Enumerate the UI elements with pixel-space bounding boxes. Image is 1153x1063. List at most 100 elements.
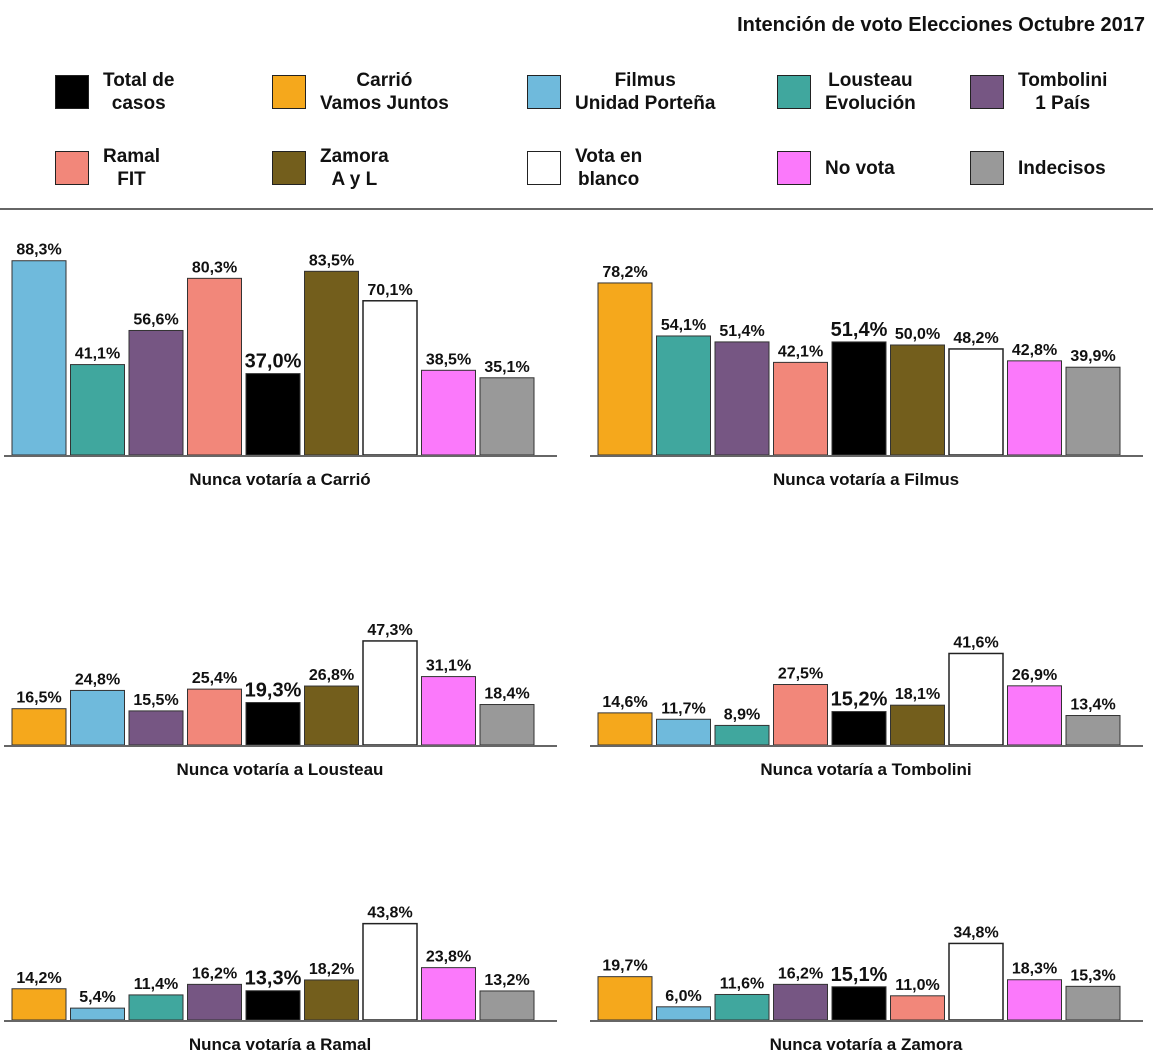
bar-filmus xyxy=(70,1007,125,1021)
bar-filmus xyxy=(70,689,125,746)
bar-label-carrio: 14,6% xyxy=(602,694,647,711)
bar-label-novota: 31,1% xyxy=(426,658,471,675)
bar-label-carrio: 19,7% xyxy=(602,958,647,975)
bar-label-novota: 23,8% xyxy=(426,949,471,966)
legend-swatch-filmus xyxy=(527,75,561,109)
bar-label-ramal: 80,3% xyxy=(192,259,237,276)
bar-label-tombolini: 51,4% xyxy=(719,323,764,340)
bar-blanco xyxy=(948,652,1004,746)
chart-panel-5: 14,2% 5,4% 11,4% 16,2% 13,3% 18,2% 43,8% 23,8% 1… xyxy=(4,905,557,1054)
legend-swatch-tombolini xyxy=(970,75,1004,109)
bar-novota xyxy=(421,676,476,746)
legend-label-blanco: Vota en blanco xyxy=(575,146,643,190)
bar-lousteau xyxy=(714,724,770,746)
bar-novota xyxy=(421,369,476,456)
legend-label-indecisos: Indecisos xyxy=(1018,157,1106,179)
bar-tombolini xyxy=(773,983,828,1021)
legend-item-ramal: Ramal FIT xyxy=(55,138,160,198)
bar-label-blanco: 47,3% xyxy=(367,622,412,639)
bar-blanco xyxy=(362,300,418,456)
bar-label-total: 15,2% xyxy=(831,689,888,711)
bar-blanco xyxy=(362,640,418,746)
legend-swatch-blanco xyxy=(527,151,561,185)
bar-blanco xyxy=(948,348,1004,456)
bar-label-tombolini: 16,2% xyxy=(778,965,823,982)
bar-label-zamora: 18,1% xyxy=(895,686,940,703)
bar-total xyxy=(245,990,301,1021)
bar-lousteau xyxy=(714,993,770,1021)
bar-label-lousteau: 8,9% xyxy=(724,706,760,723)
bar-label-total: 19,3% xyxy=(245,680,302,702)
bar-tombolini xyxy=(714,341,770,456)
bar-label-indecisos: 13,4% xyxy=(1070,697,1115,714)
bar-filmus xyxy=(11,260,67,456)
legend: Total de casos Carrió Vamos Juntos Filmus … xyxy=(0,62,1153,202)
bar-ramal xyxy=(890,995,945,1021)
bar-novota xyxy=(1007,979,1062,1021)
bar-label-total: 37,0% xyxy=(245,351,302,373)
chart-panel-4: 14,6% 11,7% 8,9% 27,5% 15,2% 18,1% 41,6% 26,9% 1… xyxy=(590,634,1143,779)
legend-swatch-carrio xyxy=(272,75,306,109)
bar-label-ramal: 42,1% xyxy=(778,343,823,360)
bar-indecisos xyxy=(479,377,535,456)
bar-label-tombolini: 15,5% xyxy=(133,692,178,709)
legend-label-ramal: Ramal FIT xyxy=(103,146,161,190)
bar-total xyxy=(831,711,887,746)
chart-panel-2: 78,2% 54,1% 51,4% 42,1% 51,4% 50,0% 48,2% 42,8%… xyxy=(590,264,1143,489)
chart-title: Nunca votaría a Ramal xyxy=(189,1035,371,1054)
bar-total xyxy=(245,373,301,456)
bar-tombolini xyxy=(187,983,242,1021)
legend-swatch-zamora xyxy=(272,151,306,185)
chart-panel-6: 19,7% 6,0% 11,6% 16,2% 15,1% 11,0% 34,8% 18,3% 1… xyxy=(590,924,1143,1054)
bar-label-filmus: 5,4% xyxy=(79,989,115,1006)
bar-label-indecisos: 13,2% xyxy=(484,972,529,989)
bar-indecisos xyxy=(479,990,535,1021)
bar-total xyxy=(831,341,887,456)
legend-item-carrio: Carrió Vamos Juntos xyxy=(272,62,449,122)
bar-novota xyxy=(1007,360,1062,456)
bar-tombolini xyxy=(128,329,184,456)
chart-panel-1: 88,3% 41,1% 56,6% 80,3% 37,0% 83,5% 70,1% 38,5%… xyxy=(4,242,557,489)
bar-label-carrio: 78,2% xyxy=(602,264,647,281)
bar-label-filmus: 11,7% xyxy=(661,700,705,717)
bar-label-carrio: 14,2% xyxy=(16,970,61,987)
bar-label-total: 51,4% xyxy=(831,319,888,341)
legend-item-blanco: Vota en blanco xyxy=(527,138,642,198)
legend-swatch-novota xyxy=(777,151,811,185)
bar-ramal xyxy=(773,361,828,456)
chart-title: Nunca votaría a Lousteau xyxy=(177,760,384,779)
bar-indecisos xyxy=(1065,715,1121,746)
bar-label-total: 13,3% xyxy=(245,968,302,990)
legend-swatch-total xyxy=(55,75,89,109)
bar-zamora xyxy=(890,344,945,456)
legend-item-indecisos: Indecisos xyxy=(970,138,1106,198)
bar-label-blanco: 70,1% xyxy=(367,282,412,299)
legend-label-carrio: Carrió Vamos Juntos xyxy=(320,70,449,114)
legend-item-tombolini: Tombolini 1 País xyxy=(970,62,1107,122)
bar-lousteau xyxy=(656,335,711,456)
chart-title: Nunca votaría a Carrió xyxy=(189,470,370,489)
bar-label-indecisos: 39,9% xyxy=(1070,348,1115,365)
bar-label-blanco: 41,6% xyxy=(953,634,998,651)
legend-label-novota: No vota xyxy=(825,157,895,179)
bar-label-ramal: 11,0% xyxy=(895,977,939,994)
bar-label-total: 15,1% xyxy=(831,964,888,986)
divider xyxy=(0,208,1153,210)
bar-label-blanco: 48,2% xyxy=(953,330,998,347)
bar-zamora xyxy=(304,685,359,746)
bar-label-ramal: 27,5% xyxy=(778,666,823,683)
bar-carrio xyxy=(597,282,653,456)
legend-swatch-indecisos xyxy=(970,151,1004,185)
bar-lousteau xyxy=(128,994,184,1021)
chart-panel-3: 16,5% 24,8% 15,5% 25,4% 19,3% 26,8% 47,3% 31,1%… xyxy=(4,622,557,779)
legend-item-lousteau: Lousteau Evolución xyxy=(777,62,916,122)
bar-label-blanco: 43,8% xyxy=(367,905,412,922)
bar-carrio xyxy=(11,988,67,1021)
bar-blanco xyxy=(948,942,1004,1021)
bar-label-filmus: 88,3% xyxy=(16,242,61,259)
bar-carrio xyxy=(597,976,653,1021)
page-title: Intención de voto Elecciones Octubre 201… xyxy=(737,14,1145,36)
legend-swatch-ramal xyxy=(55,151,89,185)
bar-blanco xyxy=(362,922,418,1021)
